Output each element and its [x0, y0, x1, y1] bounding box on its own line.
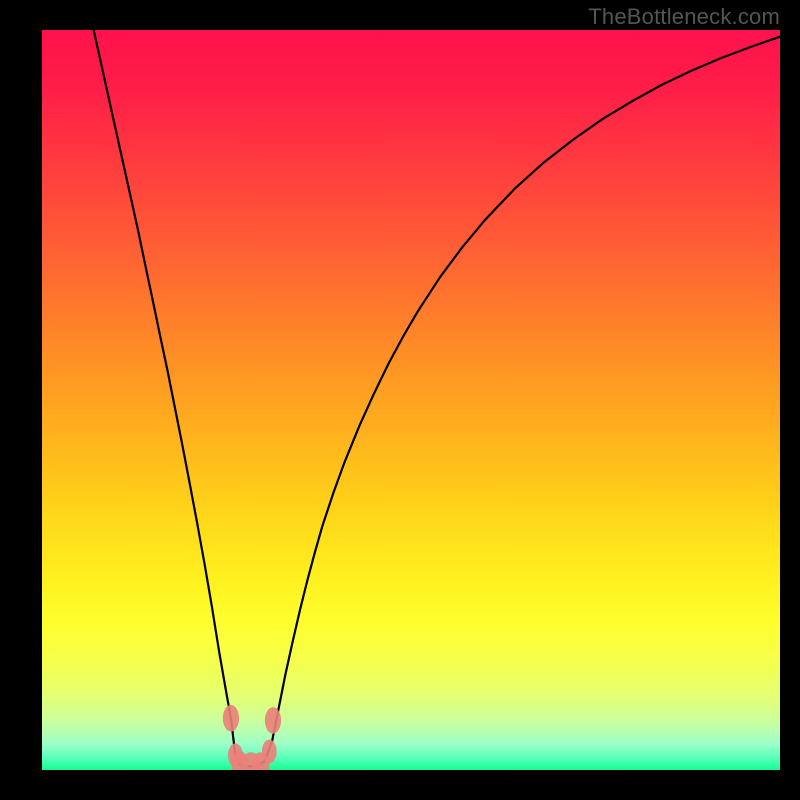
gradient-background	[42, 30, 780, 770]
plot-area	[42, 30, 780, 770]
bottleneck-marker	[262, 740, 277, 764]
watermark-text: TheBottleneck.com	[588, 4, 780, 30]
chart-container: TheBottleneck.com	[0, 0, 800, 800]
bottleneck-curve-chart	[42, 30, 780, 770]
bottleneck-marker	[265, 707, 281, 734]
bottleneck-marker	[223, 705, 239, 732]
